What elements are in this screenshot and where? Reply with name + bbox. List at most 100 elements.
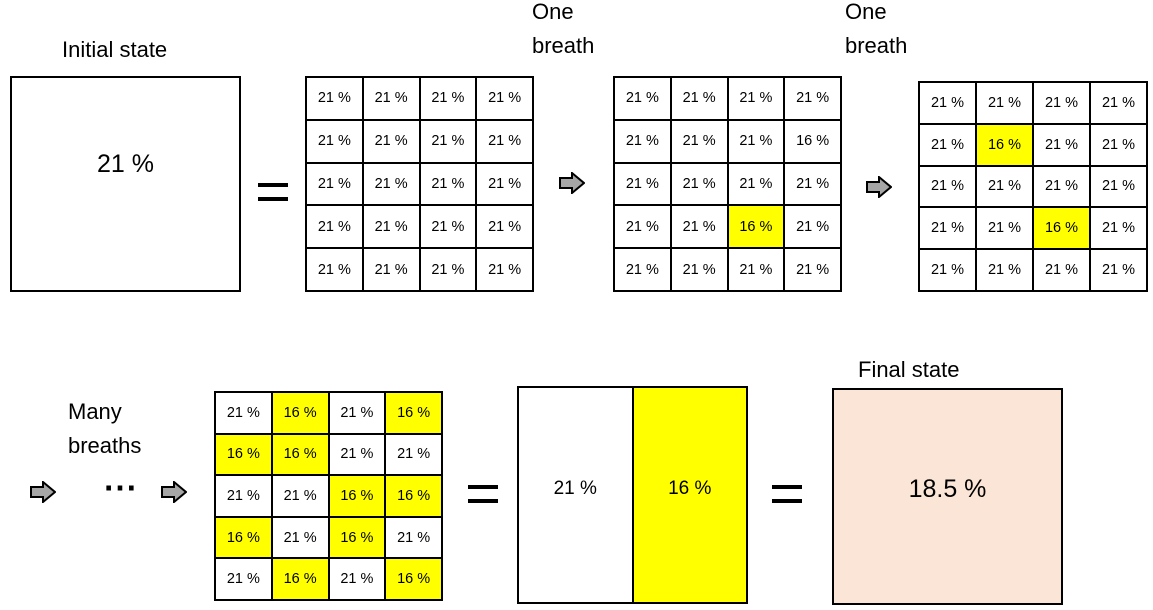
grid-cell: 21 %	[977, 208, 1032, 249]
split-box-right-value: 16 %	[668, 478, 712, 499]
grid-cell: 21 %	[272, 517, 328, 558]
grid-one-breath: 21 % 21 % 21 % 21 % 21 % 21 % 21 % 16 % 21 % 21 %…	[613, 76, 842, 292]
one-breath-caption-1-line2: breath	[532, 33, 595, 58]
grid-cell: 21 %	[920, 208, 975, 249]
grid-cell: 21 %	[307, 206, 362, 248]
split-box: 21 % 16 %	[517, 386, 748, 604]
grid-cell: 21 %	[363, 163, 419, 205]
grid-cell: 16 %	[386, 393, 441, 433]
grid-cell: 21 %	[728, 120, 784, 162]
grid-cell: 21 %	[977, 250, 1032, 290]
grid-cell: 21 %	[420, 78, 476, 119]
grid-cell: 21 %	[216, 476, 271, 516]
grid-cell: 21 %	[615, 249, 670, 290]
grid-cell: 21 %	[785, 249, 840, 290]
grid-initial: 21 % 21 % 21 % 21 % 21 % 21 % 21 % 21 % 21 % 21 %…	[305, 76, 534, 292]
grid-cell: 21 %	[1091, 166, 1146, 207]
grid-cell: 21 %	[728, 249, 784, 290]
grid-cell: 21 %	[1091, 124, 1146, 165]
grid-cell: 21 %	[615, 120, 670, 162]
grid-cell: 21 %	[477, 78, 532, 119]
grid-cell: 21 %	[216, 393, 271, 433]
grid-cell: 21 %	[329, 434, 385, 475]
grid-cell: 21 %	[477, 163, 532, 205]
many-breaths-caption-line1: Many	[68, 399, 122, 424]
grid-cell: 16 %	[329, 517, 385, 558]
grid-cell: 21 %	[920, 83, 975, 123]
grid-cell: 21 %	[1034, 124, 1089, 165]
split-box-right: 16 %	[633, 388, 746, 602]
grid-cell: 21 %	[1091, 250, 1146, 290]
grid-cell: 21 %	[671, 120, 727, 162]
grid-cell: 21 %	[420, 249, 476, 290]
grid-two-breaths: 21 % 21 % 21 % 21 % 21 % 16 % 21 % 21 % 21 % 21 %…	[918, 81, 1148, 292]
grid-many-breaths: 21 % 16 % 21 % 16 % 16 % 16 % 21 % 21 % 21 % 21 %…	[214, 391, 443, 601]
grid-cell: 21 %	[1091, 83, 1146, 123]
right-arrow-icon	[30, 481, 56, 503]
grid-cell: 21 %	[615, 163, 670, 205]
grid-cell: 21 %	[307, 249, 362, 290]
grid-cell: 21 %	[671, 206, 727, 248]
grid-cell: 21 %	[363, 249, 419, 290]
grid-cell: 21 %	[920, 250, 975, 290]
grid-cell: 21 %	[329, 393, 385, 433]
grid-cell: 21 %	[272, 476, 328, 516]
grid-cell: 21 %	[420, 163, 476, 205]
grid-cell: 21 %	[216, 559, 271, 599]
final-state-value: 18.5 %	[908, 475, 987, 503]
grid-cell: 16 %	[216, 434, 271, 475]
grid-cell: 16 %	[785, 120, 840, 162]
final-state-caption: Final state	[858, 357, 960, 382]
grid-cell: 21 %	[920, 124, 975, 165]
grid-cell: 21 %	[386, 517, 441, 558]
grid-cell: 16 %	[977, 124, 1032, 165]
grid-cell: 21 %	[477, 249, 532, 290]
one-breath-caption-2-line2: breath	[845, 33, 908, 58]
many-breaths-caption-line2: breaths	[68, 433, 142, 458]
grid-cell: 16 %	[1034, 208, 1089, 249]
grid-cell: 16 %	[329, 476, 385, 516]
grid-cell: 21 %	[977, 83, 1032, 123]
equals-icon	[468, 485, 498, 513]
initial-state-caption: Initial state	[62, 37, 168, 62]
grid-cell: 21 %	[307, 78, 362, 119]
grid-cell: 21 %	[1034, 83, 1089, 123]
initial-state-value: 21 %	[97, 149, 154, 178]
grid-cell: 21 %	[785, 78, 840, 119]
grid-cell: 21 %	[477, 120, 532, 162]
grid-cell: 16 %	[272, 559, 328, 599]
grid-cell: 21 %	[420, 120, 476, 162]
grid-cell: 21 %	[329, 559, 385, 599]
grid-cell: 21 %	[1034, 250, 1089, 290]
grid-cell: 21 %	[307, 163, 362, 205]
split-box-left-value: 21 %	[553, 478, 597, 499]
initial-state-box: 21 %	[10, 76, 241, 292]
grid-cell: 21 %	[386, 434, 441, 475]
grid-cell: 21 %	[307, 120, 362, 162]
grid-cell: 21 %	[363, 206, 419, 248]
ellipsis-icon: ⋯	[103, 469, 141, 507]
grid-cell: 21 %	[728, 163, 784, 205]
grid-cell: 16 %	[728, 206, 784, 248]
equals-icon	[258, 183, 288, 211]
grid-cell: 21 %	[671, 78, 727, 119]
right-arrow-icon	[559, 172, 585, 194]
one-breath-caption-1-line1: One	[532, 0, 574, 24]
grid-cell: 21 %	[363, 120, 419, 162]
grid-cell: 21 %	[477, 206, 532, 248]
grid-cell: 21 %	[671, 163, 727, 205]
grid-cell: 21 %	[977, 166, 1032, 207]
grid-cell: 21 %	[615, 78, 670, 119]
equals-icon	[772, 485, 802, 513]
grid-cell: 16 %	[386, 476, 441, 516]
grid-cell: 16 %	[216, 517, 271, 558]
grid-cell: 21 %	[671, 249, 727, 290]
grid-cell: 21 %	[785, 163, 840, 205]
grid-cell: 21 %	[785, 206, 840, 248]
grid-cell: 21 %	[920, 166, 975, 207]
right-arrow-icon	[161, 481, 187, 503]
grid-cell: 21 %	[1091, 208, 1146, 249]
grid-cell: 16 %	[272, 434, 328, 475]
grid-cell: 16 %	[386, 559, 441, 599]
split-box-left: 21 %	[519, 388, 634, 602]
